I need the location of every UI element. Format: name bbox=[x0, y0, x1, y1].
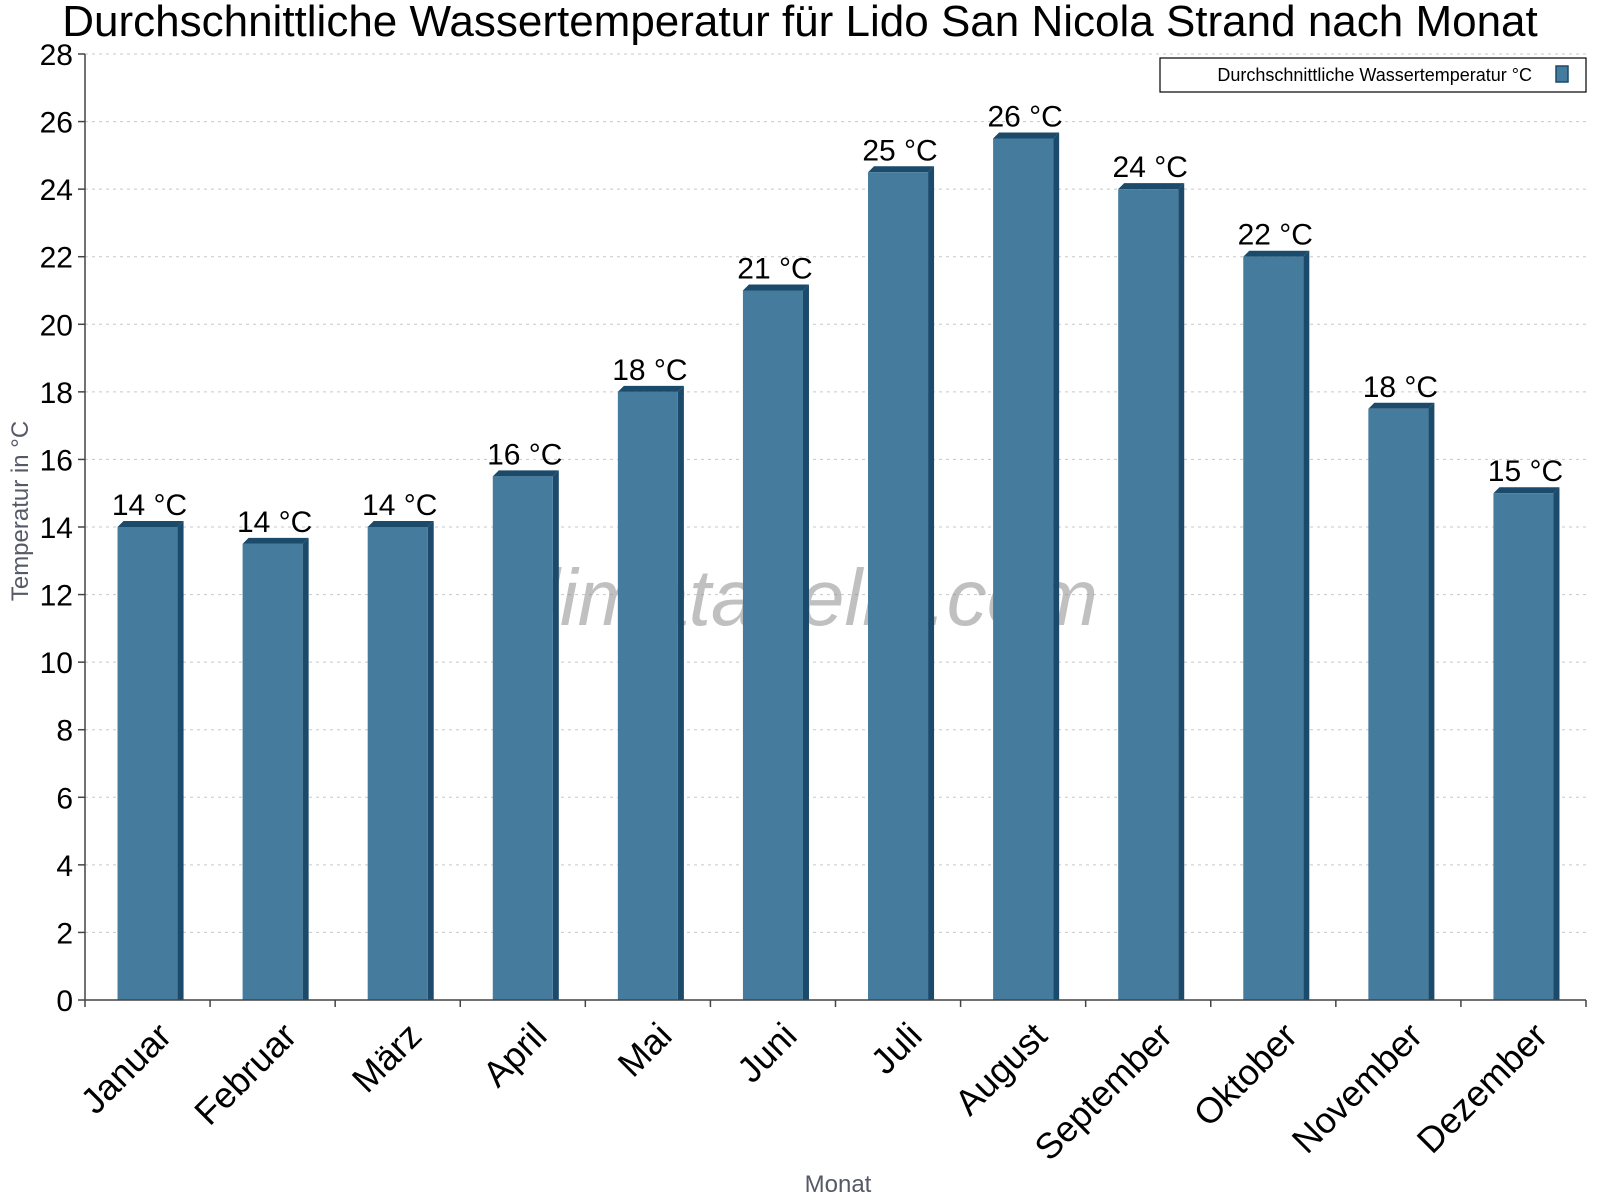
legend: Durchschnittliche Wassertemperatur °C bbox=[1159, 57, 1587, 93]
bar-top bbox=[742, 284, 809, 291]
gridlines bbox=[85, 53, 1586, 933]
bar-top bbox=[1243, 250, 1310, 257]
y-tick-label: 26 bbox=[40, 107, 73, 140]
value-label: 14 °C bbox=[362, 489, 437, 522]
bar-top bbox=[1493, 487, 1560, 494]
bar bbox=[868, 166, 935, 1000]
x-tick-label: März bbox=[344, 1015, 430, 1101]
value-label: 24 °C bbox=[1113, 151, 1188, 184]
bar bbox=[367, 521, 434, 1000]
bars bbox=[117, 132, 1560, 1001]
legend-swatch bbox=[1555, 65, 1569, 83]
x-tick-label: November bbox=[1284, 1015, 1430, 1161]
y-tick-label: 24 bbox=[40, 174, 73, 207]
value-label: 26 °C bbox=[987, 100, 1062, 133]
value-label: 14 °C bbox=[112, 489, 187, 522]
bar bbox=[993, 132, 1060, 1000]
bar bbox=[1243, 250, 1310, 1000]
bar-front bbox=[1493, 493, 1554, 1000]
bar bbox=[617, 385, 684, 1000]
value-labels: 14 °C 14 °C 14 °C 16 °C 18 °C 21 °C 25 °C 26 °C… bbox=[112, 100, 1563, 538]
chart-title: Durchschnittliche Wassertemperatur für L… bbox=[62, 0, 1538, 46]
bar bbox=[1118, 183, 1185, 1001]
y-tick-label: 0 bbox=[56, 985, 73, 1018]
bar-front bbox=[1243, 256, 1304, 1000]
bar-top bbox=[367, 521, 434, 527]
bar bbox=[1493, 487, 1560, 1000]
y-axis-title: Temperatur in °C bbox=[7, 421, 34, 601]
y-tick-label: 28 bbox=[40, 39, 73, 72]
bar-front bbox=[742, 290, 803, 1000]
y-tick-label: 12 bbox=[40, 580, 73, 613]
legend-box bbox=[1159, 57, 1587, 93]
x-tick-label: Dezember bbox=[1409, 1015, 1555, 1161]
bar-front bbox=[1118, 189, 1179, 1001]
x-tick-label: Oktober bbox=[1185, 1015, 1305, 1135]
x-tick-label: Mai bbox=[610, 1015, 680, 1085]
bar-top bbox=[617, 385, 684, 392]
y-tick-label: 8 bbox=[56, 715, 73, 748]
y-tick-label: 6 bbox=[56, 782, 73, 815]
bar-side bbox=[1303, 250, 1310, 1000]
bar-side bbox=[1553, 487, 1560, 1000]
bar bbox=[242, 537, 309, 1000]
bar-front bbox=[492, 476, 553, 1001]
bar-top bbox=[492, 470, 559, 477]
bar-top bbox=[242, 537, 309, 544]
value-label: 14 °C bbox=[237, 506, 312, 539]
y-tick-label: 10 bbox=[40, 647, 73, 680]
y-tick-label: 16 bbox=[40, 444, 73, 477]
bar-front bbox=[617, 391, 678, 1000]
bar-top bbox=[1118, 183, 1185, 190]
x-tick-label: April bbox=[475, 1015, 555, 1095]
bar-top bbox=[117, 521, 184, 527]
bar bbox=[492, 470, 559, 1001]
bar-side bbox=[1428, 402, 1435, 1000]
bar-front bbox=[1368, 408, 1429, 1000]
bar bbox=[117, 521, 184, 1000]
bar-side bbox=[1178, 183, 1185, 1001]
value-label: 18 °C bbox=[1363, 371, 1438, 404]
bar-side bbox=[177, 521, 184, 1000]
bar bbox=[1368, 402, 1435, 1000]
y-tick-label: 20 bbox=[40, 309, 73, 342]
bar-side bbox=[928, 166, 935, 1000]
bar-side bbox=[302, 537, 309, 1000]
bar-top bbox=[1368, 402, 1435, 409]
x-tick-label: September bbox=[1026, 1015, 1180, 1169]
x-tick-label: Juli bbox=[863, 1015, 930, 1082]
x-axis-title: Monat bbox=[805, 1171, 872, 1198]
value-label: 18 °C bbox=[612, 354, 687, 387]
y-tick-label: 22 bbox=[40, 242, 73, 275]
bar-front bbox=[868, 172, 929, 1000]
bar-side bbox=[552, 470, 559, 1001]
x-tick-label: August bbox=[947, 1015, 1055, 1123]
bar bbox=[742, 284, 809, 1000]
value-label: 16 °C bbox=[487, 438, 562, 471]
bar-side bbox=[677, 385, 684, 1000]
value-label: 22 °C bbox=[1238, 219, 1313, 252]
x-tick-label: Februar bbox=[186, 1015, 304, 1133]
bar-top bbox=[868, 166, 935, 173]
bar-front bbox=[993, 138, 1054, 1000]
bar-side bbox=[1053, 132, 1060, 1000]
bar-front bbox=[117, 527, 178, 1000]
bar-top bbox=[993, 132, 1060, 139]
x-tick-label: Juni bbox=[729, 1015, 805, 1091]
bar-front bbox=[367, 527, 428, 1000]
bar-side bbox=[802, 284, 809, 1000]
y-tick-label: 14 bbox=[40, 512, 73, 545]
value-label: 25 °C bbox=[862, 134, 937, 167]
y-tick-label: 4 bbox=[56, 850, 73, 883]
x-tick-label: Januar bbox=[72, 1015, 179, 1122]
value-label: 15 °C bbox=[1488, 455, 1563, 488]
y-tick-label: 2 bbox=[56, 917, 73, 950]
legend-label: Durchschnittliche Wassertemperatur °C bbox=[1217, 65, 1532, 85]
bar-side bbox=[427, 521, 434, 1000]
bar-front bbox=[242, 543, 303, 1000]
y-tick-label: 18 bbox=[40, 377, 73, 410]
value-label: 21 °C bbox=[737, 253, 812, 286]
